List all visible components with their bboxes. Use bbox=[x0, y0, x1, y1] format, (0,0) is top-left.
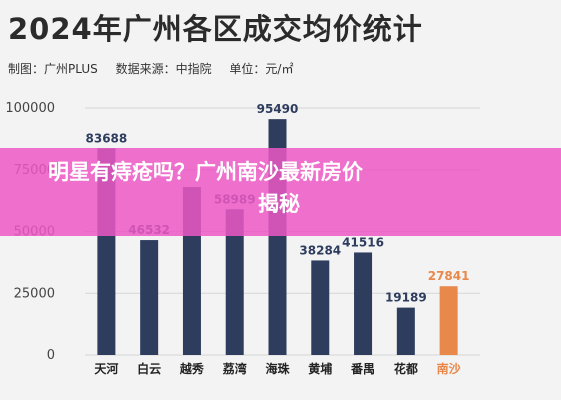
x-tick-label: 番禺 bbox=[350, 361, 375, 376]
x-tick-label: 黄埔 bbox=[308, 361, 332, 376]
bar bbox=[396, 307, 415, 355]
data-label: 19189 bbox=[385, 291, 427, 305]
x-tick-label: 白云 bbox=[137, 361, 161, 376]
overlay-line-1: 明星有痔疮吗？广州南沙最新房价 bbox=[48, 160, 363, 184]
bar bbox=[439, 286, 458, 355]
unit-label: 单位：元/㎡ bbox=[229, 62, 294, 76]
x-tick-label: 海珠 bbox=[265, 361, 290, 376]
overlay-line-2: 揭秘 bbox=[258, 192, 300, 216]
x-tick-label: 南沙 bbox=[437, 361, 461, 376]
overlay-banner bbox=[0, 148, 561, 236]
bar bbox=[140, 240, 159, 355]
data-source-label: 数据来源：中指院 bbox=[115, 62, 212, 76]
made-by-label: 制图：广州PLUS bbox=[8, 62, 98, 76]
y-tick-label: 25000 bbox=[14, 286, 55, 301]
chart-title: 2024年广州各区成交均价统计 bbox=[8, 12, 423, 46]
x-tick-label: 越秀 bbox=[179, 361, 205, 376]
data-label: 41516 bbox=[342, 235, 384, 249]
bar bbox=[354, 252, 373, 355]
x-tick-label: 花都 bbox=[394, 361, 418, 376]
overlay-headline: 明星有痔疮吗？广州南沙最新房价 揭秘 bbox=[48, 156, 518, 220]
data-label: 83688 bbox=[86, 131, 128, 145]
x-tick-label: 荔湾 bbox=[222, 361, 247, 376]
bar bbox=[311, 260, 330, 355]
bar bbox=[225, 209, 244, 355]
chart-meta: 制图：广州PLUS 数据来源：中指院 单位：元/㎡ bbox=[8, 60, 307, 77]
data-label: 95490 bbox=[257, 102, 299, 116]
x-tick-label: 天河 bbox=[94, 361, 118, 376]
y-tick-label: 100000 bbox=[5, 101, 55, 116]
y-tick-label: 0 bbox=[47, 348, 55, 363]
data-label: 27841 bbox=[428, 269, 470, 283]
data-label: 38284 bbox=[299, 243, 341, 257]
